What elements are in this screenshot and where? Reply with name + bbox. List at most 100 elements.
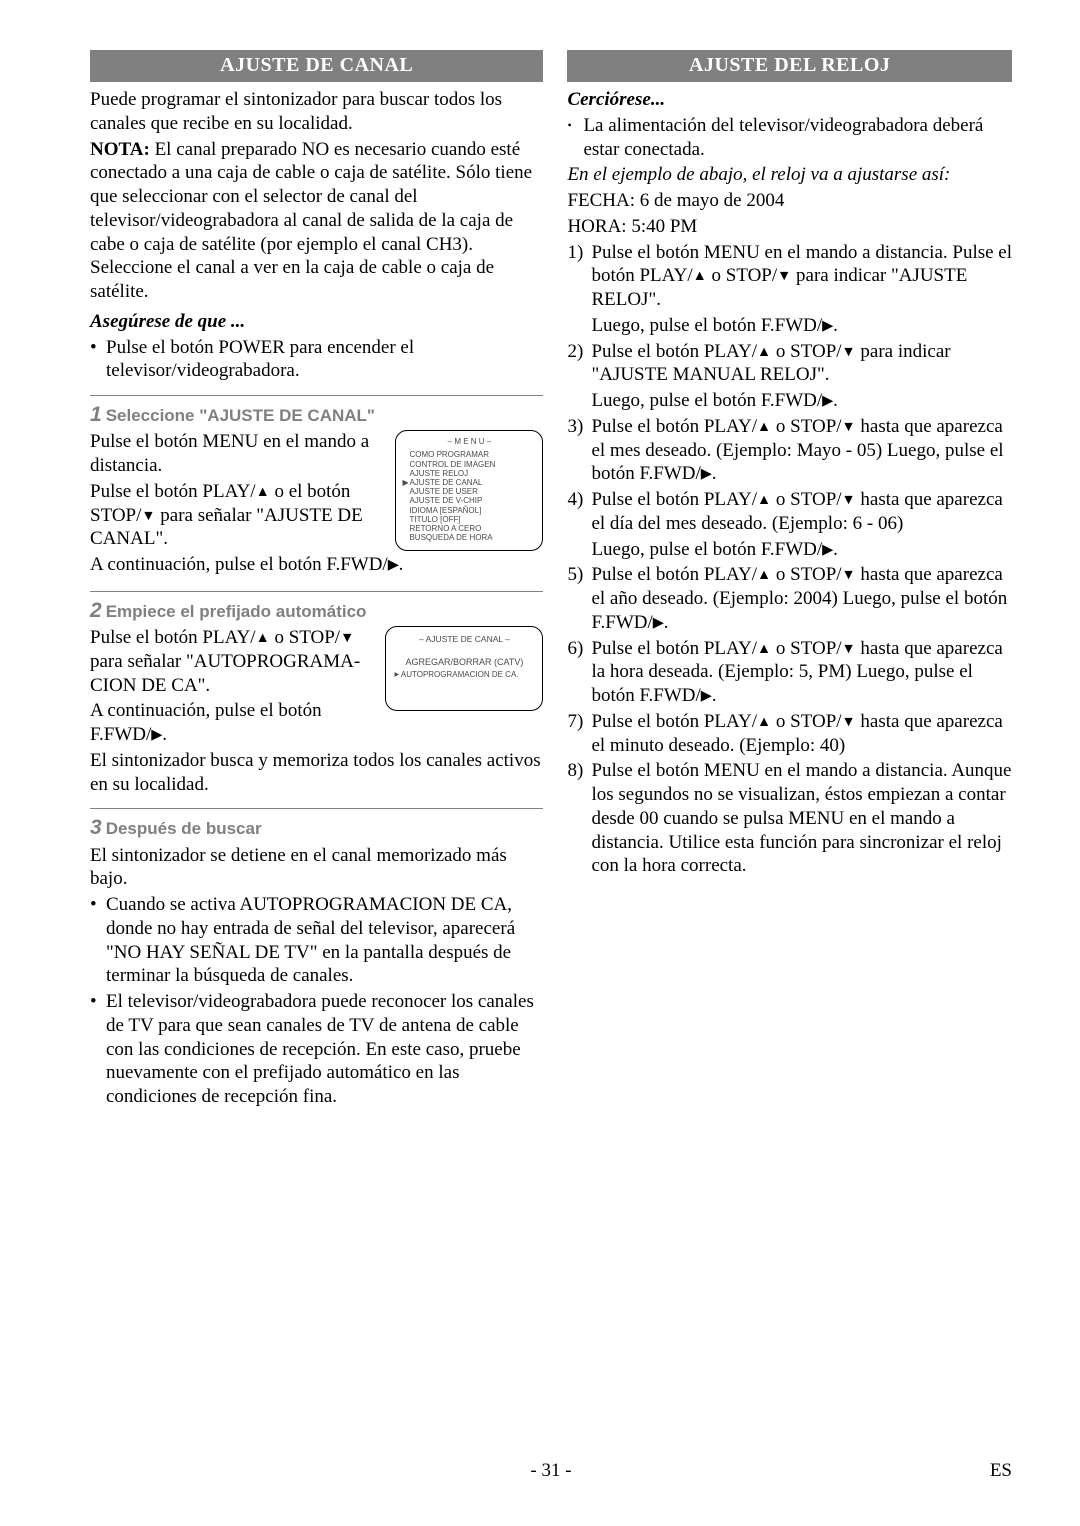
menu-box-1: – M E N U – COMO PROGRAMARCONTROL DE IMA… xyxy=(395,430,543,551)
menu-box-2: – AJUSTE DE CANAL – AGREGAR/BORRAR (CATV… xyxy=(385,626,543,711)
step3-b2: El televisor/videograbadora puede recono… xyxy=(90,990,543,1109)
step3-b2-text: El televisor/videograbadora puede recono… xyxy=(106,990,543,1109)
bullet-icon xyxy=(90,336,106,384)
nota-label: NOTA: xyxy=(90,139,150,160)
step-row: 3)Pulse el botón PLAY/▲ o STOP/▼ hasta q… xyxy=(567,415,1012,486)
cerc-bullet: La alimentación del televisor/videograba… xyxy=(567,114,1012,162)
menu-item: BUSQUEDA DE HORA xyxy=(402,533,536,542)
step-body: Pulse el botón PLAY/▲ o STOP/▼ hasta que… xyxy=(591,488,1012,561)
menu-item: RETORNO A CERO xyxy=(402,524,536,533)
menu-item: AJUSTE DE V-CHIP xyxy=(402,496,536,505)
right-icon: ▶ xyxy=(151,727,162,745)
step3-b1-text: Cuando se activa AUTOPROGRAMACION DE CA,… xyxy=(106,893,543,988)
menu-item: AJUSTE DE USER xyxy=(402,487,536,496)
asegurese-head: Asegúrese de que ... xyxy=(90,310,543,334)
up-icon: ▲ xyxy=(256,484,270,502)
step-number: 8) xyxy=(567,759,591,878)
banner-right: AJUSTE DEL RELOJ xyxy=(567,50,1012,82)
step-row: 4)Pulse el botón PLAY/▲ o STOP/▼ hasta q… xyxy=(567,488,1012,561)
nota-text: NOTA: El canal preparado NO es necesario… xyxy=(90,138,543,304)
step2-num: 2 xyxy=(90,599,102,622)
step2-title: Empiece el prefijado automático xyxy=(106,602,367,621)
menu-item: AJUSTE RELOJ xyxy=(402,469,536,478)
step1-num: 1 xyxy=(90,403,102,426)
divider xyxy=(90,395,543,396)
banner-left: AJUSTE DE CANAL xyxy=(90,50,543,82)
nota-body: El canal preparado NO es necesario cuand… xyxy=(90,139,532,303)
cerc-text: La alimentación del televisor/videograba… xyxy=(583,114,1012,162)
menu1-items: COMO PROGRAMARCONTROL DE IMAGENAJUSTE RE… xyxy=(402,450,536,542)
menu1-title: – M E N U – xyxy=(402,437,536,446)
bullet-icon xyxy=(90,893,106,988)
page-content: AJUSTE DE CANAL Puede programar el sinto… xyxy=(90,50,1012,1109)
menu-item: CONTROL DE IMAGEN xyxy=(402,460,536,469)
step-number: 4) xyxy=(567,488,591,561)
step-body: Pulse el botón PLAY/▲ o STOP/▼ hasta que… xyxy=(591,637,1012,708)
page-footer: - 31 - ES xyxy=(90,1460,1012,1482)
step-row: 2)Pulse el botón PLAY/▲ o STOP/▼ para in… xyxy=(567,340,1012,413)
ejemplo-text: En el ejemplo de abajo, el reloj va a aj… xyxy=(567,163,1012,187)
step-row: 8)Pulse el botón MENU en el mando a dist… xyxy=(567,759,1012,878)
step-body: Pulse el botón PLAY/▲ o STOP/▼ hasta que… xyxy=(591,710,1012,758)
t: Pulse el botón PLAY/ xyxy=(90,481,256,502)
step3-title: Después de buscar xyxy=(106,819,262,838)
step-body: Pulse el botón PLAY/▲ o STOP/▼ para indi… xyxy=(591,340,1012,413)
divider xyxy=(90,591,543,592)
menu2-line1: AGREGAR/BORRAR (CATV) xyxy=(390,655,538,669)
step-number: 3) xyxy=(567,415,591,486)
step3-num: 3 xyxy=(90,816,102,839)
divider xyxy=(90,808,543,809)
right-icon: ▶ xyxy=(394,671,399,681)
step-number: 7) xyxy=(567,710,591,758)
step-number: 6) xyxy=(567,637,591,708)
step-number: 2) xyxy=(567,340,591,413)
t: A continuación, pulse el botón F.FWD/ xyxy=(90,700,322,745)
intro-text: Puede programar el sintonizador para bus… xyxy=(90,88,543,136)
step-row: 1)Pulse el botón MENU en el mando a dist… xyxy=(567,241,1012,338)
step-row: 5)Pulse el botón PLAY/▲ o STOP/▼ hasta q… xyxy=(567,563,1012,634)
menu-item: COMO PROGRAMAR xyxy=(402,450,536,459)
t: A continuación, pulse el botón F.FWD/ xyxy=(90,554,388,575)
step-row: 7)Pulse el botón PLAY/▲ o STOP/▼ hasta q… xyxy=(567,710,1012,758)
t: para señalar "AUTOPROGRAMA-CION DE CA". xyxy=(90,651,360,696)
step1-p3: A continuación, pulse el botón F.FWD/▶. xyxy=(90,553,543,577)
step2-head: 2Empiece el prefijado automático xyxy=(90,598,543,624)
step-body: Pulse el botón MENU en el mando a distan… xyxy=(591,759,1012,878)
bullet-icon xyxy=(90,990,106,1109)
menu2-line2: ▶ AUTOPROGRAMACION DE CA. xyxy=(390,669,538,682)
step1-title: Seleccione "AJUSTE DE CANAL" xyxy=(106,406,375,425)
cerciorese-head: Cerciórese... xyxy=(567,88,1012,112)
step-number: 1) xyxy=(567,241,591,338)
hora-text: HORA: 5:40 PM xyxy=(567,215,1012,239)
step3-p1: El sintonizador se detiene en el canal m… xyxy=(90,844,543,892)
bullet-icon xyxy=(567,114,583,162)
asegurese-bullet: Pulse el botón POWER para encender el te… xyxy=(90,336,543,384)
step-number: 5) xyxy=(567,563,591,634)
step3-b1: Cuando se activa AUTOPROGRAMACION DE CA,… xyxy=(90,893,543,988)
t: Pulse el botón PLAY/ xyxy=(90,627,256,648)
t: . xyxy=(399,554,404,575)
down-icon: ▼ xyxy=(340,630,354,648)
menu-item: TITULO [OFF] xyxy=(402,515,536,524)
right-icon: ▶ xyxy=(388,557,399,575)
step3-head: 3Después de buscar xyxy=(90,815,543,841)
page-number: - 31 - xyxy=(90,1460,1012,1482)
fecha-text: FECHA: 6 de mayo de 2004 xyxy=(567,189,1012,213)
left-column: AJUSTE DE CANAL Puede programar el sinto… xyxy=(90,50,543,1109)
step-body: Pulse el botón PLAY/▲ o STOP/▼ hasta que… xyxy=(591,415,1012,486)
step-body: Pulse el botón PLAY/▲ o STOP/▼ hasta que… xyxy=(591,563,1012,634)
menu-item: ▶AJUSTE DE CANAL xyxy=(402,478,536,487)
step-body: Pulse el botón MENU en el mando a distan… xyxy=(591,241,1012,338)
step-row: 6)Pulse el botón PLAY/▲ o STOP/▼ hasta q… xyxy=(567,637,1012,708)
step1-head: 1Seleccione "AJUSTE DE CANAL" xyxy=(90,402,543,428)
menu2-title: – AJUSTE DE CANAL – xyxy=(390,633,538,647)
t: o STOP/ xyxy=(270,627,340,648)
t: AUTOPROGRAMACION DE CA. xyxy=(401,670,519,679)
down-icon: ▼ xyxy=(141,508,155,526)
up-icon: ▲ xyxy=(256,630,270,648)
menu-item: IDIOMA [ESPAÑOL] xyxy=(402,506,536,515)
numbered-steps: 1)Pulse el botón MENU en el mando a dist… xyxy=(567,241,1012,879)
asegurese-text: Pulse el botón POWER para encender el te… xyxy=(106,336,543,384)
step2-p3: El sintonizador busca y memoriza todos l… xyxy=(90,749,543,797)
t: . xyxy=(162,724,167,745)
